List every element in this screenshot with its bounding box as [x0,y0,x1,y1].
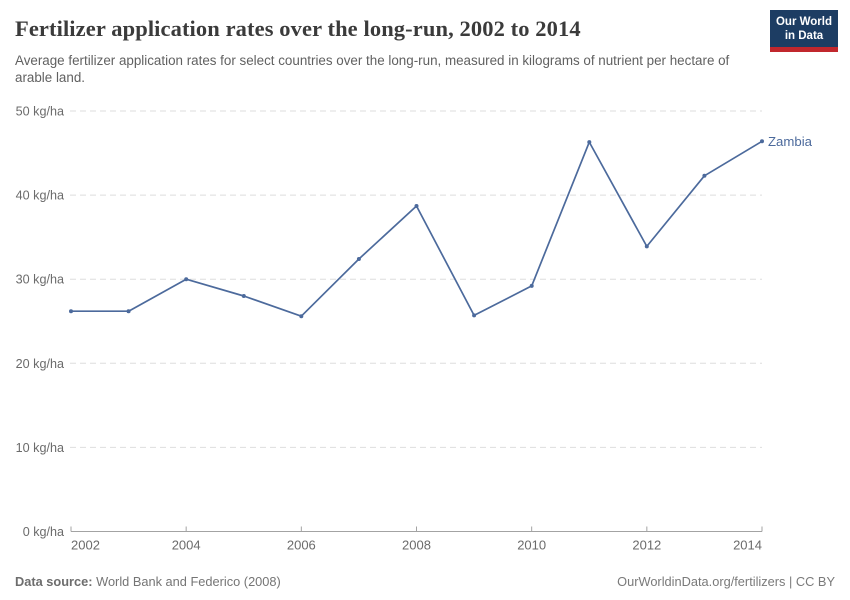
x-axis-tick-label: 2006 [287,538,316,553]
data-point [644,244,649,249]
series-label-zambia[interactable]: Zambia [768,134,813,149]
y-axis-tick-label: 20 kg/ha [16,357,64,371]
data-point [472,313,477,318]
x-axis-tick-label: 2010 [517,538,546,553]
data-point [126,309,131,314]
data-source-note: Data source: World Bank and Federico (20… [15,574,281,589]
y-axis-tick-label: 10 kg/ha [16,441,64,455]
x-axis-tick-label: 2004 [172,538,201,553]
data-point [587,140,592,145]
data-point [702,173,707,178]
x-axis-tick-label: 2014 [733,538,762,553]
owid-logo: Our World in Data [770,10,838,52]
x-axis-tick-label: 2002 [71,538,100,553]
data-point [356,257,361,261]
y-axis-tick-label: 40 kg/ha [16,189,64,203]
page-title: Fertilizer application rates over the lo… [15,16,581,41]
data-source-label: Data source: [15,574,93,589]
zambia-line-series [70,140,763,318]
owid-logo-line1: Our World [775,16,832,28]
data-point [414,204,419,208]
chart-footer: Data source: World Bank and Federico (20… [15,574,835,589]
data-point [69,309,73,314]
data-point [760,139,764,144]
data-source-text: World Bank and Federico (2008) [96,574,281,589]
data-point [529,283,534,288]
x-axis-tick-label: 2012 [632,538,661,553]
license-link[interactable]: OurWorldinData.org/fertilizers | CC BY [617,574,835,589]
y-axis-tick-label: 0 kg/ha [23,525,64,539]
data-point [241,294,246,298]
x-axis-tick-label: 2008 [402,538,431,553]
data-point [299,314,304,319]
chart-subtitle: Average fertilizer application rates for… [15,53,730,85]
data-point [184,277,189,282]
y-axis-tick-label: 30 kg/ha [16,273,64,287]
owid-logo-line2: in Data [784,30,824,42]
y-axis-tick-label: 50 kg/ha [16,105,64,119]
